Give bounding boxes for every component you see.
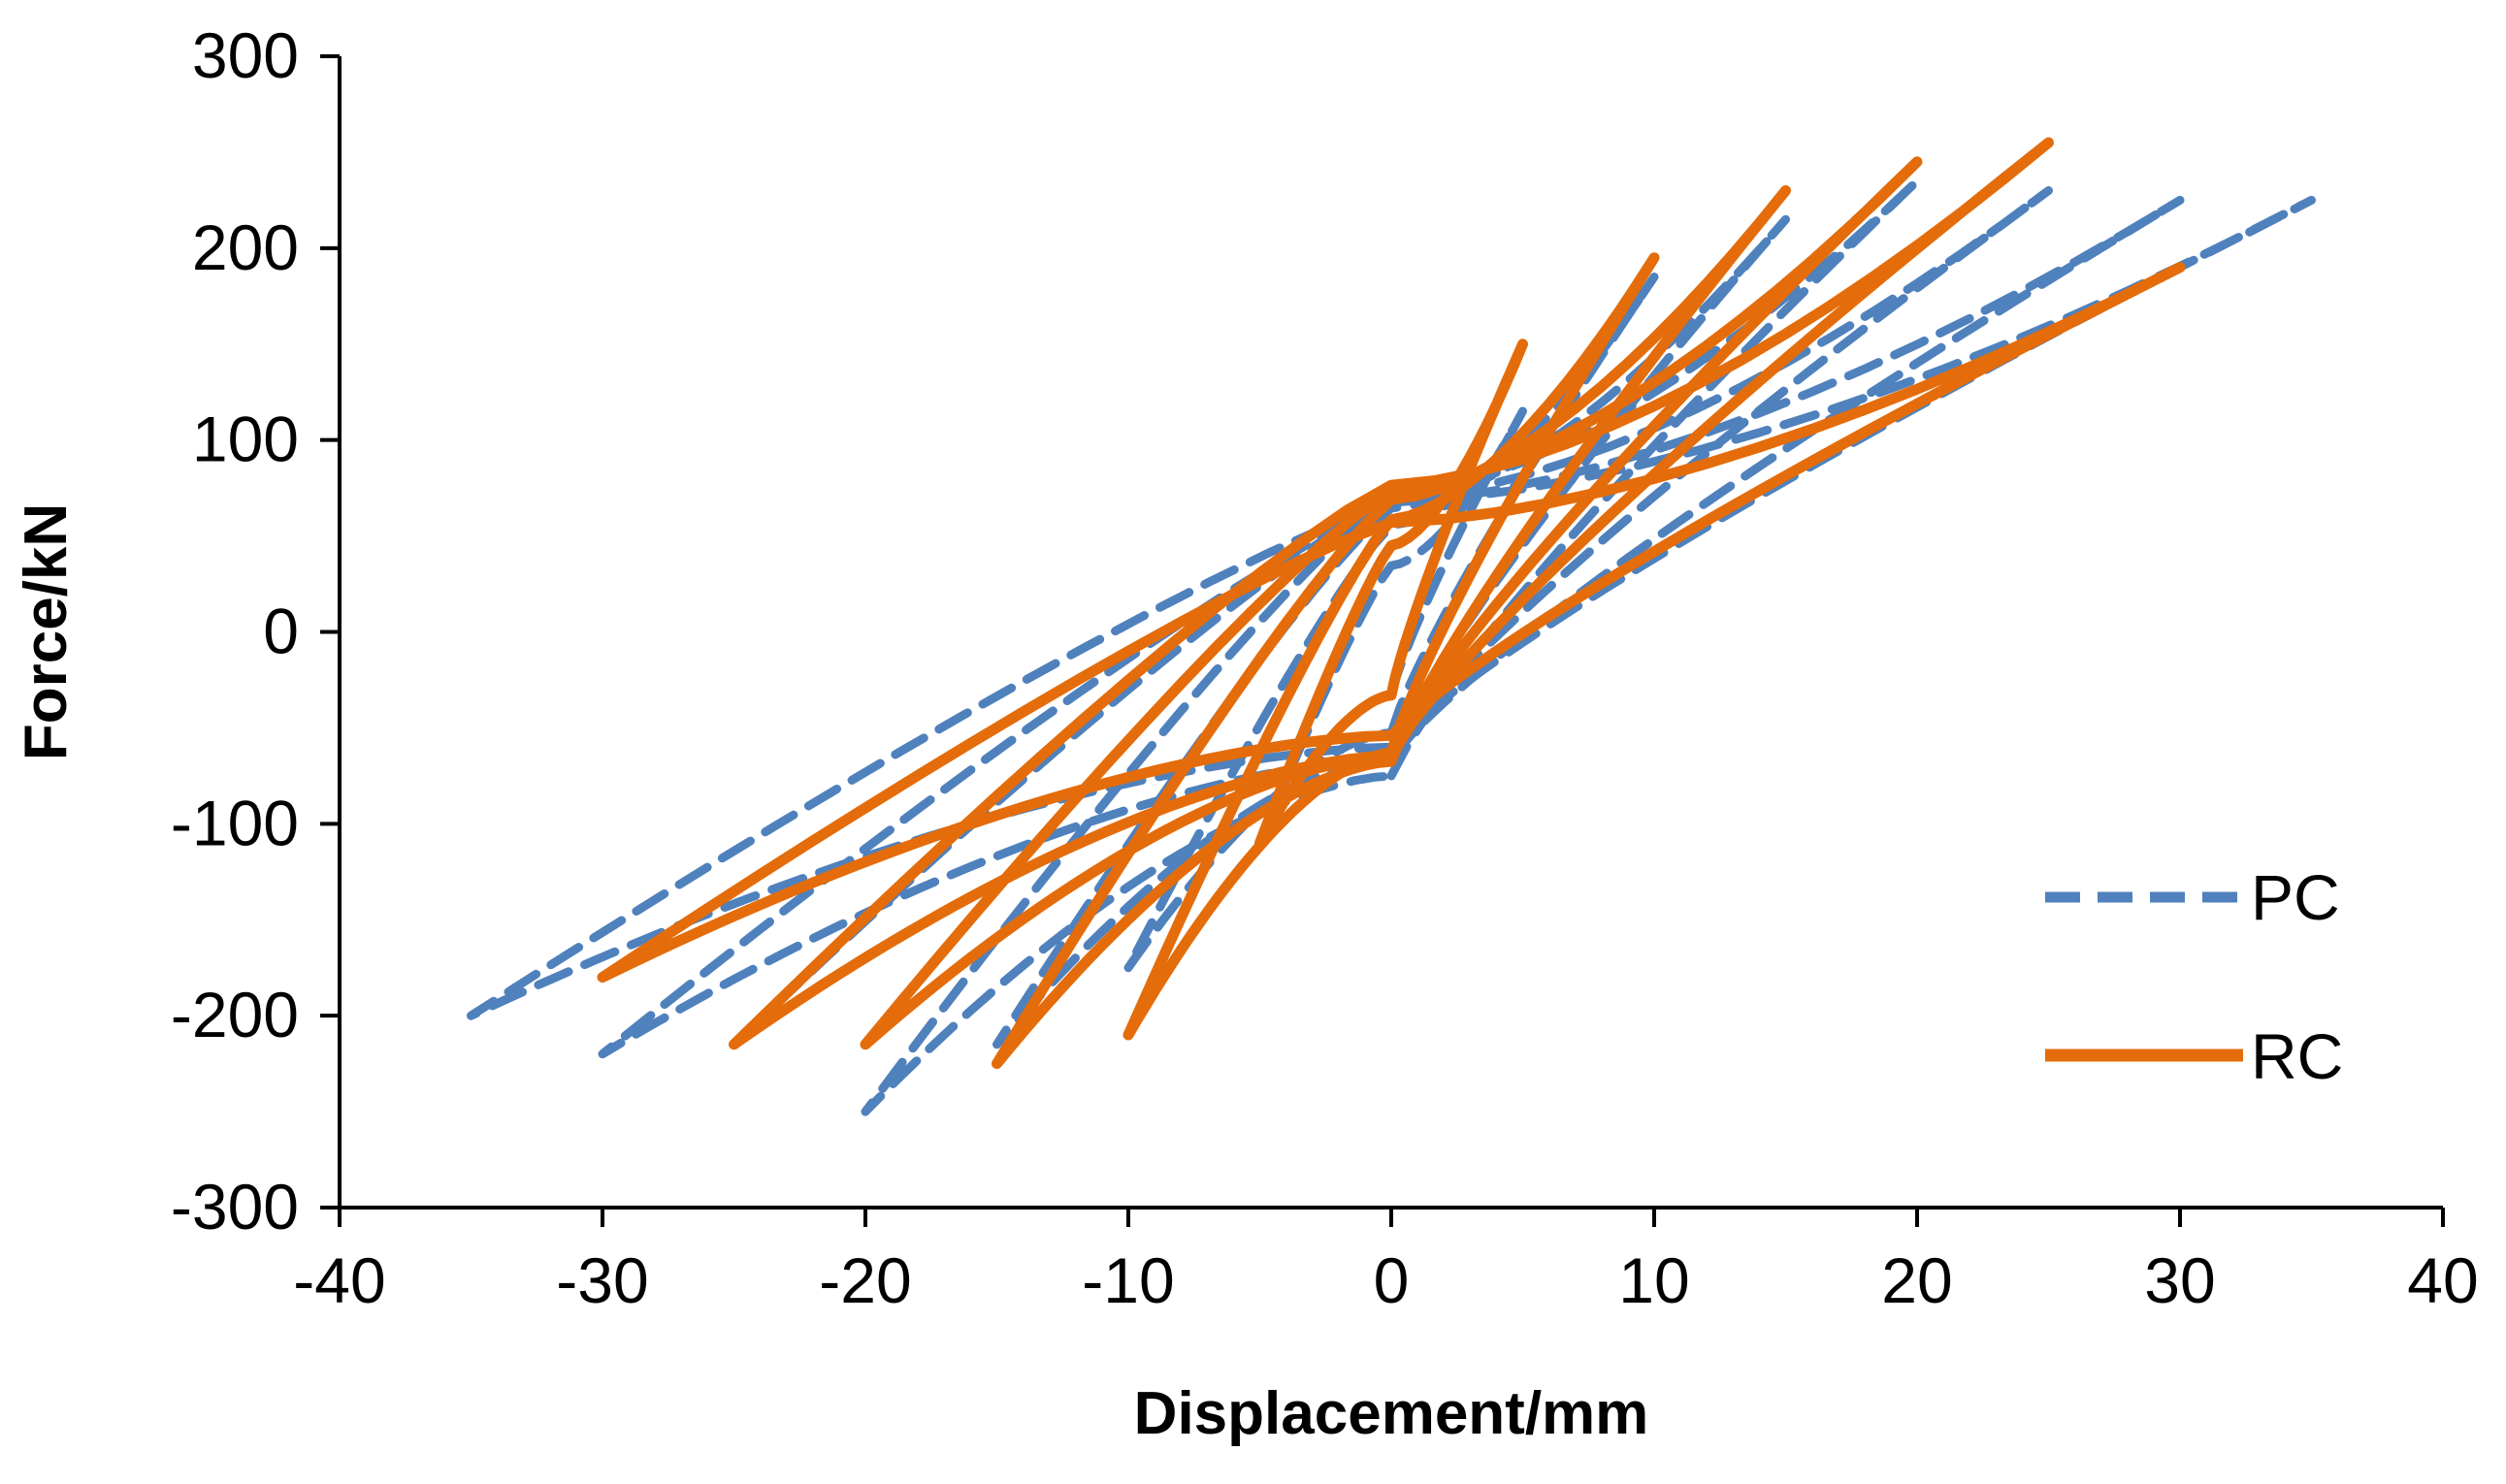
x-tick-label: -30 (556, 1244, 648, 1316)
x-axis-title: Displacement/mm (1134, 1380, 1649, 1447)
y-tick-label: 300 (192, 19, 299, 91)
x-tick-label: -40 (293, 1244, 385, 1316)
x-tick-label: -10 (1082, 1244, 1174, 1316)
y-tick-label: -100 (171, 787, 299, 858)
x-tick-label: 20 (1881, 1244, 1952, 1316)
loop-rc-3 (992, 185, 1791, 1070)
loop-rc-2 (1123, 252, 1660, 1041)
x-tick-label: 40 (2407, 1244, 2478, 1316)
series-pc (467, 177, 2316, 1116)
series-rc (597, 137, 2186, 1070)
legend-label-rc: RC (2251, 1020, 2343, 1092)
axes-layer (320, 54, 2445, 1227)
legend: PC RC (2045, 861, 2343, 1092)
y-tick-label: -200 (171, 979, 299, 1050)
y-axis-title: Force/kN (13, 503, 80, 760)
loop-rc-4 (860, 156, 1923, 1050)
y-tick-label: 200 (192, 211, 299, 283)
y-tick-label: 0 (263, 596, 299, 667)
loop-pc-6 (598, 195, 2185, 1059)
x-tick-label: -20 (819, 1244, 911, 1316)
loop-pc-7 (467, 195, 2316, 1020)
x-tick-label: 0 (1374, 1244, 1410, 1316)
loop-rc-5 (729, 137, 2054, 1050)
loop-pc-1 (1255, 406, 1527, 848)
loop-pc-3 (993, 214, 1790, 1049)
series-layer (467, 137, 2316, 1116)
y-tick-label: 100 (192, 403, 299, 475)
legend-label-pc: PC (2251, 861, 2340, 933)
loop-rc-6 (597, 262, 2186, 984)
x-tick-label: 30 (2144, 1244, 2215, 1316)
y-tick-label: -300 (171, 1171, 299, 1242)
x-tick-label: 10 (1618, 1244, 1689, 1316)
